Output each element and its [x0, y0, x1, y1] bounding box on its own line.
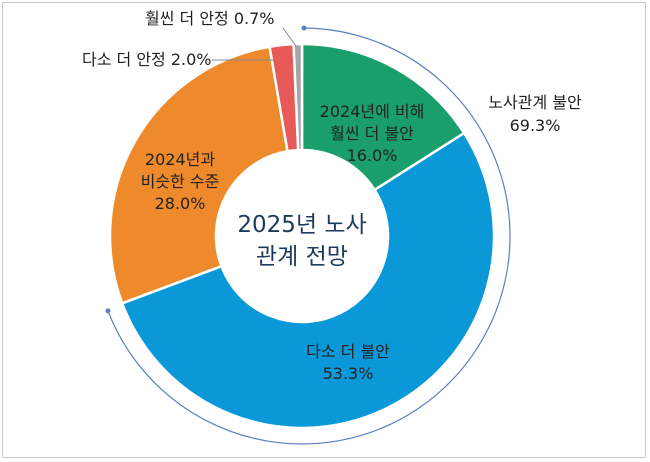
center-title-line-1: 2025년 노사 [237, 212, 366, 238]
slice-value-somewhat-more-unstable: 53.3% [323, 364, 374, 383]
slice-label-much-more-unstable-line-2: 훨씬 더 불안 [330, 124, 414, 143]
bracket-end-dot [105, 308, 111, 314]
bracket-label-line-1: 노사관계 불안 [488, 93, 582, 112]
slice-label-similar-line-1: 2024년과 [145, 150, 215, 169]
center-title-line-2: 관계 전망 [256, 244, 348, 270]
unstable-bracket-arc [107, 27, 511, 445]
slice-value-much-more-unstable: 16.0% [347, 146, 398, 165]
slice-similar [108, 45, 289, 305]
slice-label-somewhat-more-stable: 다소 더 안정 2.0% [82, 50, 212, 69]
slice-label-similar-line-2: 비슷한 수준 [141, 172, 220, 191]
chart-frame [2, 2, 646, 458]
bracket-start-dot [301, 25, 307, 31]
slice-label-much-more-unstable-line-1: 2024년에 비해 [320, 102, 425, 121]
slice-label-much-more-stable: 훨씬 더 안정 0.7% [145, 9, 275, 28]
slice-much-more-unstable [300, 42, 466, 192]
slice-label-somewhat-more-unstable: 다소 더 불안 [306, 342, 390, 361]
slice-value-similar: 28.0% [155, 194, 206, 213]
bracket-label-line-2: 69.3% [510, 116, 561, 135]
leader-line-much-more-stable [282, 27, 297, 47]
slice-somewhat-more-unstable [120, 131, 496, 430]
slice-much-more-stable [292, 42, 304, 152]
